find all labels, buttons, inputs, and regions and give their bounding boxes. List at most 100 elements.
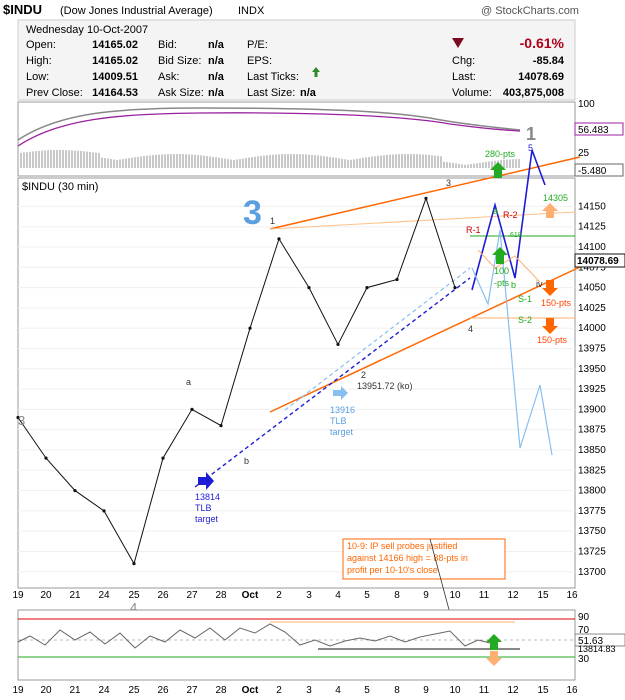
histogram-bar <box>308 154 310 168</box>
x-tick-label: 3 <box>306 685 312 696</box>
volume-label: Volume: <box>452 87 492 99</box>
rsi-peach-down-arrow-icon <box>486 651 502 666</box>
histogram-bar <box>443 161 445 168</box>
x-tick-label: 26 <box>157 590 169 601</box>
histogram-bar <box>479 162 481 168</box>
upper-channel-line <box>269 156 581 230</box>
histogram-bar <box>80 151 82 168</box>
histogram-bar <box>272 154 274 168</box>
histogram-bar <box>296 154 298 168</box>
histogram-bar <box>32 151 34 168</box>
price-point <box>219 424 223 428</box>
y-tick-label: 13950 <box>578 364 606 375</box>
histogram-bar <box>35 151 37 168</box>
histogram-bar <box>251 157 253 168</box>
histogram-bar <box>191 154 193 168</box>
histogram-bar <box>416 154 418 168</box>
histogram-bar <box>107 158 109 168</box>
histogram-bar <box>239 158 241 168</box>
histogram-bar <box>311 154 313 168</box>
histogram-bar <box>62 150 64 168</box>
histogram-bar <box>137 156 139 168</box>
price-point <box>424 196 428 200</box>
ask-size-value: n/a <box>208 87 225 99</box>
histogram-bar <box>188 154 190 168</box>
histogram-bar <box>71 150 73 168</box>
rsi-value-label-2: 13814.83 <box>578 644 616 654</box>
y-tick-label: 14125 <box>578 222 606 233</box>
x-tick-label: 28 <box>215 590 227 601</box>
x-tick-label: 12 <box>507 685 519 696</box>
histogram-bar <box>47 150 49 168</box>
x-tick-label: 26 <box>157 685 169 696</box>
chart-title: $INDU (30 min) <box>22 181 98 193</box>
top-value-label-2: -5.480 <box>578 166 607 177</box>
histogram-bar <box>374 156 376 168</box>
histogram-bar <box>488 161 490 168</box>
histogram-bar <box>461 164 463 168</box>
histogram-bar <box>353 159 355 168</box>
histogram-bar <box>464 164 466 168</box>
low-value: 14009.51 <box>92 71 138 83</box>
histogram-bar <box>158 154 160 168</box>
wave-1: 1 <box>270 216 275 226</box>
histogram-bar <box>404 154 406 168</box>
histogram-bar <box>182 154 184 168</box>
y-tick-label: 13925 <box>578 384 606 395</box>
histogram-bar <box>287 154 289 168</box>
rsi-tick-30: 30 <box>578 654 590 665</box>
histogram-bar <box>326 156 328 168</box>
histogram-bar <box>434 155 436 168</box>
label-s1: S-1 <box>518 294 532 304</box>
histogram-bar <box>473 163 475 168</box>
wave-3: 3 <box>446 178 451 188</box>
histogram-bar <box>317 155 319 168</box>
y-tick-label: 14100 <box>578 242 606 253</box>
y-tick-label: 13975 <box>578 343 606 354</box>
histogram-bar <box>134 157 136 168</box>
price-panel: $INDU (30 min) 1415014125141001407514050… <box>12 124 625 633</box>
label-r1: R-1 <box>466 225 481 235</box>
histogram-bar <box>299 154 301 168</box>
note-line-2: against 14166 high = 88-pts in <box>347 553 468 563</box>
note-box <box>342 538 506 580</box>
histogram-bar <box>86 151 88 168</box>
histogram-bar <box>245 158 247 168</box>
price-point <box>307 286 311 290</box>
histogram-bar <box>413 154 415 168</box>
histogram-bar <box>83 151 85 168</box>
price-point <box>132 562 136 566</box>
histogram-bar <box>338 158 340 168</box>
top-indicator-panel: 100 25 56.483 -5.480 <box>17 99 624 177</box>
histogram-bar <box>20 152 22 168</box>
label-s2: S-2 <box>518 315 532 325</box>
x-tick-label: 8 <box>394 590 400 601</box>
histogram-bar <box>485 161 487 168</box>
note-line-3: profit per 10-10's close <box>347 565 438 575</box>
ask-size-label: Ask Size: <box>158 87 204 99</box>
histogram-bar <box>218 157 220 168</box>
histogram-bar <box>347 159 349 168</box>
histogram-bar <box>341 158 343 168</box>
histogram-bar <box>260 155 262 168</box>
x-tick-label: 15 <box>537 590 549 601</box>
top-value-box <box>574 122 624 136</box>
prev-close-value: 14164.53 <box>92 87 138 99</box>
histogram-bar <box>146 155 148 168</box>
histogram-bar <box>101 157 103 168</box>
orange-down-arrow-icon-2 <box>542 318 558 334</box>
orange-projection-path <box>477 249 541 283</box>
price-point <box>248 326 252 330</box>
histogram-bar <box>293 154 295 168</box>
down-triangle-icon <box>452 38 464 48</box>
label-14305: 14305 <box>543 193 568 203</box>
tlb1-value: 13916 <box>330 405 355 415</box>
histogram-bar <box>500 160 502 168</box>
y-tick-label: 14050 <box>578 283 606 294</box>
rsi-tick-90: 90 <box>578 612 590 623</box>
tlb2-target: target <box>195 514 219 524</box>
histogram-bar <box>395 154 397 168</box>
histogram-bar <box>458 163 460 168</box>
wave-iv: iv <box>536 279 543 289</box>
bid-size-label: Bid Size: <box>158 55 201 67</box>
